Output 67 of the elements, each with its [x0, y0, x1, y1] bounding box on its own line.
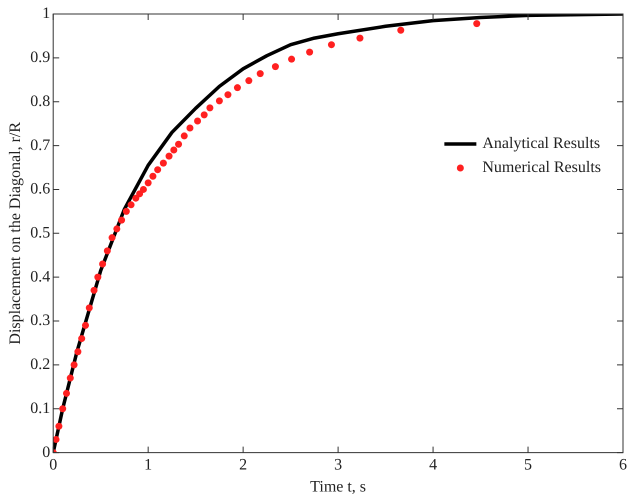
point — [180, 132, 188, 140]
y-tick-label: 1 — [42, 5, 50, 22]
point — [397, 26, 404, 34]
point — [136, 190, 144, 198]
point — [356, 34, 364, 42]
point — [66, 374, 74, 382]
point — [186, 124, 194, 132]
point — [154, 166, 162, 174]
y-tick-label: 0.9 — [30, 49, 50, 66]
point — [118, 216, 126, 224]
point — [128, 201, 135, 208]
point — [245, 77, 252, 84]
point — [149, 172, 156, 180]
point — [62, 390, 70, 397]
y-tick-label: 0.8 — [30, 92, 50, 110]
point — [288, 56, 296, 63]
point — [108, 234, 116, 242]
legend-label: Numerical Results — [482, 159, 601, 176]
point — [122, 208, 130, 215]
point — [82, 322, 89, 329]
point — [170, 146, 178, 154]
point — [99, 260, 106, 268]
y-tick-label: 0.6 — [30, 180, 50, 198]
x-axis-title: Time t, s — [310, 478, 366, 496]
point — [94, 274, 102, 281]
x-tick-label: 1 — [144, 456, 152, 474]
point — [328, 41, 335, 48]
point — [473, 20, 480, 28]
y-tick-label: 0.2 — [30, 356, 50, 374]
point — [175, 140, 182, 148]
x-tick-label: 6 — [619, 456, 627, 474]
point — [272, 63, 279, 70]
point — [74, 348, 82, 356]
point — [206, 104, 214, 112]
point — [90, 286, 98, 294]
point — [86, 304, 93, 312]
x-tick-label: 4 — [429, 456, 438, 474]
y-tick-label: 0.3 — [30, 312, 50, 330]
x-tick-label: 3 — [334, 456, 342, 474]
point — [53, 436, 60, 443]
point — [194, 118, 202, 125]
point — [59, 405, 66, 412]
y-tick-label: 0.7 — [30, 136, 50, 154]
point — [216, 97, 223, 104]
y-axis-title: Displacement on the Diagonal, r/R — [6, 122, 24, 345]
y-tick-label: 0.5 — [30, 224, 50, 242]
point — [144, 179, 152, 186]
point — [306, 48, 314, 56]
point — [234, 84, 241, 92]
point — [70, 361, 78, 368]
y-tick-label: 0.4 — [30, 268, 50, 286]
point — [256, 70, 264, 78]
point — [104, 247, 111, 254]
point — [132, 194, 140, 202]
point — [140, 186, 147, 193]
legend-label: Analytical Results — [482, 135, 600, 152]
point — [224, 91, 232, 98]
y-tick-label: 0 — [42, 444, 50, 461]
point — [55, 422, 62, 430]
point — [160, 160, 167, 167]
x-tick-label: 2 — [239, 456, 248, 474]
point — [78, 335, 86, 342]
point — [166, 152, 173, 160]
point — [113, 225, 120, 232]
y-tick-label: 0.1 — [30, 400, 50, 417]
point — [200, 111, 208, 118]
x-tick-label: 5 — [524, 456, 532, 474]
